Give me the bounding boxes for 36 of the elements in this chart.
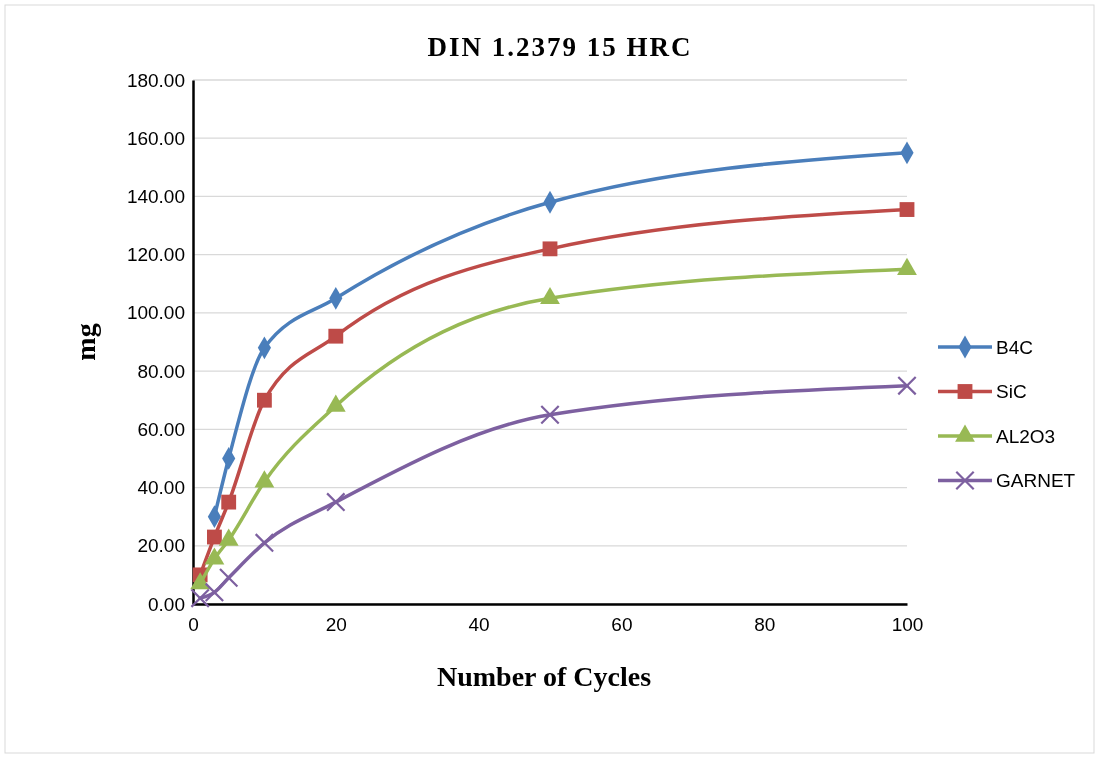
point bbox=[207, 529, 222, 545]
point bbox=[254, 533, 275, 553]
y-tick-label: 180.00 bbox=[126, 69, 185, 91]
point bbox=[218, 567, 239, 588]
x-tick-label: 40 bbox=[468, 614, 490, 636]
legend-label: AL2O3 bbox=[996, 425, 1056, 447]
legend-label: GARNET bbox=[996, 470, 1076, 492]
x-axis-title: Number of Cycles bbox=[436, 661, 652, 692]
y-tick-label: 80.00 bbox=[137, 360, 185, 382]
point bbox=[190, 588, 210, 608]
y-tick-label: 0.00 bbox=[148, 593, 185, 615]
point bbox=[256, 392, 272, 408]
x-tick-label: 100 bbox=[891, 614, 924, 636]
point bbox=[897, 375, 917, 396]
y-tick-label: 120.00 bbox=[126, 244, 185, 266]
legend-label: B4C bbox=[996, 336, 1033, 358]
point bbox=[899, 202, 915, 217]
point bbox=[204, 582, 225, 603]
x-tick-label: 0 bbox=[188, 614, 199, 636]
y-tick-label: 160.00 bbox=[126, 127, 185, 149]
chart-title: DIN 1.2379 15 HRC bbox=[427, 32, 693, 62]
y-tick-label: 140.00 bbox=[126, 186, 185, 208]
legend-label: SiC bbox=[996, 381, 1027, 403]
y-axis-title: mg bbox=[70, 323, 101, 361]
point bbox=[328, 328, 344, 344]
y-tick-label: 60.00 bbox=[137, 418, 185, 440]
y-tick-label: 40.00 bbox=[137, 477, 185, 499]
point bbox=[325, 492, 346, 512]
point bbox=[542, 241, 558, 257]
point bbox=[540, 404, 560, 425]
y-tick-label: 20.00 bbox=[137, 535, 185, 557]
y-tick-label: 100.00 bbox=[126, 302, 185, 324]
x-tick-label: 60 bbox=[611, 614, 633, 636]
point bbox=[221, 494, 237, 510]
x-tick-label: 80 bbox=[754, 614, 776, 636]
x-tick-label: 20 bbox=[325, 614, 347, 636]
